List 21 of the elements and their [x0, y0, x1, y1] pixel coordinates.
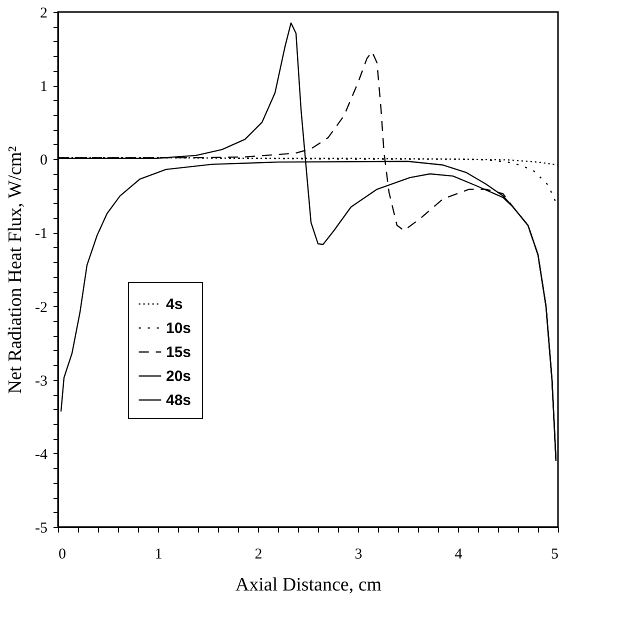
legend-label: 10s [166, 320, 192, 337]
x-tick-label: 0 [58, 546, 66, 562]
y-tick-label: 2 [40, 6, 48, 22]
y-tick-label: -2 [35, 300, 48, 316]
y-tick-label: 1 [40, 79, 48, 96]
y-tick-label: -5 [35, 520, 48, 536]
x-axis-title: Axial Distance, cm [235, 574, 382, 596]
legend-label: 48s [166, 392, 192, 409]
y-tick-label: -3 [35, 373, 48, 390]
x-tick-label: 2 [254, 546, 262, 562]
legend-label: 20s [166, 368, 192, 385]
legend-label: 4s [166, 296, 183, 313]
x-tick-label: 3 [354, 546, 362, 562]
y-tick-label: -1 [35, 226, 48, 242]
y-tick-label: 0 [40, 152, 48, 169]
y-tick-label: -4 [35, 446, 48, 463]
x-tick-label: 4 [454, 546, 463, 562]
x-tick-label: 1 [154, 546, 162, 562]
x-tick-label: 5 [551, 546, 558, 562]
legend-label: 15s [166, 344, 192, 361]
y-axis-title: Net Radiation Heat Flux, W/cm² [5, 146, 26, 394]
